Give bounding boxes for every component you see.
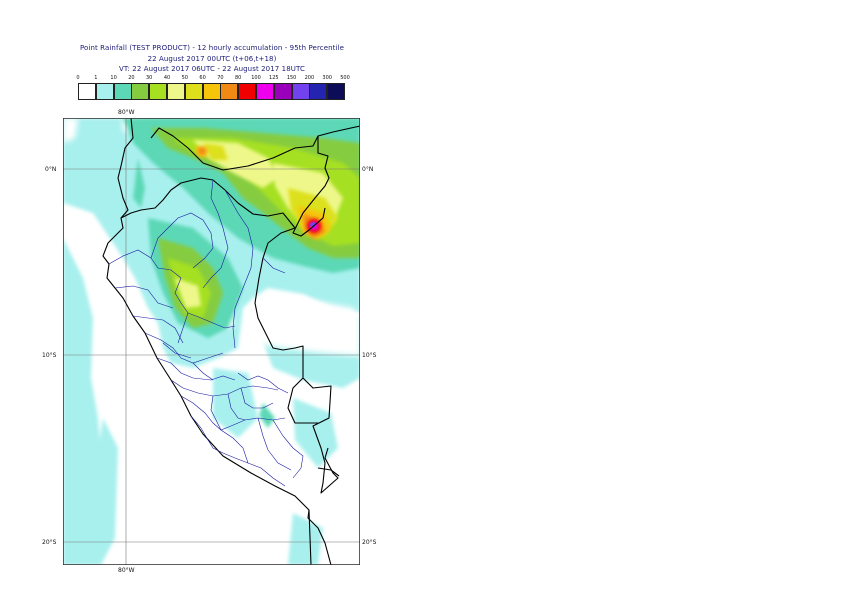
legend-threshold-label: 30: [146, 75, 153, 81]
legend-color-box: [220, 83, 239, 100]
lat-label-right-10: 10°S: [362, 352, 377, 359]
lat-label-right-0: 0°N: [362, 166, 374, 173]
legend-color-box: [202, 83, 221, 100]
lat-label-right-20: 20°S: [362, 539, 377, 546]
legend-threshold-label: 50: [181, 75, 188, 81]
title-line-3: VT: 22 August 2017 06UTC - 22 August 201…: [119, 65, 305, 73]
legend-threshold-label: 1: [94, 75, 98, 81]
legend-color-box: [273, 83, 292, 100]
legend-threshold-label: 150: [286, 75, 297, 81]
rainfall-map: [63, 118, 360, 565]
legend-threshold-label: 300: [322, 75, 332, 81]
legend-color-box: [95, 83, 114, 100]
lon-label-bottom: 80°W: [118, 567, 135, 574]
legend-threshold-label: 10: [110, 75, 117, 81]
legend-color-box: [291, 83, 310, 100]
precip-field: [63, 118, 360, 565]
legend-color-box: [113, 83, 132, 100]
map-frame: [63, 118, 360, 565]
lat-label-left-20: 20°S: [42, 539, 57, 546]
legend-color-box: [327, 83, 346, 100]
title-line-1: Point Rainfall (TEST PRODUCT) - 12 hourl…: [79, 44, 345, 52]
title-line-2: 22 August 2017 00UTC (t+06,t+18): [147, 55, 277, 63]
legend-color-box: [238, 83, 257, 100]
legend-threshold-label: 100: [251, 75, 261, 81]
legend-color-box: [184, 83, 203, 100]
legend-threshold-label: 125: [269, 75, 279, 81]
legend-color-box: [131, 83, 150, 100]
legend-threshold-label: 60: [199, 75, 206, 81]
legend-threshold-label: 500: [340, 75, 350, 81]
legend-color-box: [78, 83, 97, 100]
legend-color-box: [149, 83, 168, 100]
legend-threshold-label: 20: [128, 75, 135, 81]
lat-label-left-0: 0°N: [45, 166, 57, 173]
legend-threshold-label: 80: [235, 75, 242, 81]
legend-threshold-label: 40: [163, 75, 171, 81]
lat-label-left-10: 10°S: [42, 352, 57, 359]
lon-label-top: 80°W: [118, 109, 135, 116]
legend-threshold-label: 200: [304, 75, 315, 81]
legend-color-box: [309, 83, 328, 100]
legend-threshold-label: 70: [217, 75, 224, 81]
legend-color-box: [256, 83, 275, 100]
region-borders: [108, 179, 304, 487]
legend-threshold-label: 0: [76, 75, 80, 81]
legend-color-box: [167, 83, 186, 100]
